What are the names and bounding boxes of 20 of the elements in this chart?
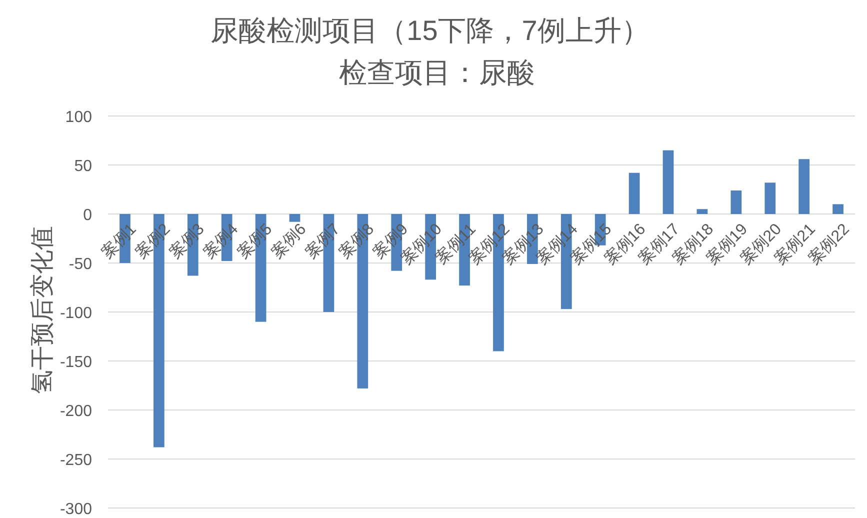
y-tick-label: -300	[60, 501, 92, 518]
y-tick-label: 100	[65, 109, 92, 126]
bar	[289, 214, 300, 222]
y-axis-title: 氢干预后变化值	[29, 226, 56, 394]
y-tick-label: -250	[60, 452, 92, 469]
bar	[696, 209, 708, 214]
y-tick-label: -150	[60, 354, 92, 371]
bar	[628, 172, 640, 214]
bar	[798, 159, 810, 214]
bar	[764, 182, 776, 214]
chart-title: 尿酸检测项目（15下降，7例上升）	[210, 15, 650, 46]
bar	[832, 204, 844, 214]
y-tick-label: -50	[68, 256, 92, 273]
y-tick-label: 50	[74, 158, 92, 175]
bar	[730, 190, 742, 214]
y-tick-label: -200	[60, 403, 92, 420]
y-tick-label: -100	[60, 305, 92, 322]
y-tick-label: 0	[83, 207, 92, 224]
chart-subtitle: 检查项目：尿酸	[339, 57, 535, 88]
bar	[662, 150, 674, 214]
